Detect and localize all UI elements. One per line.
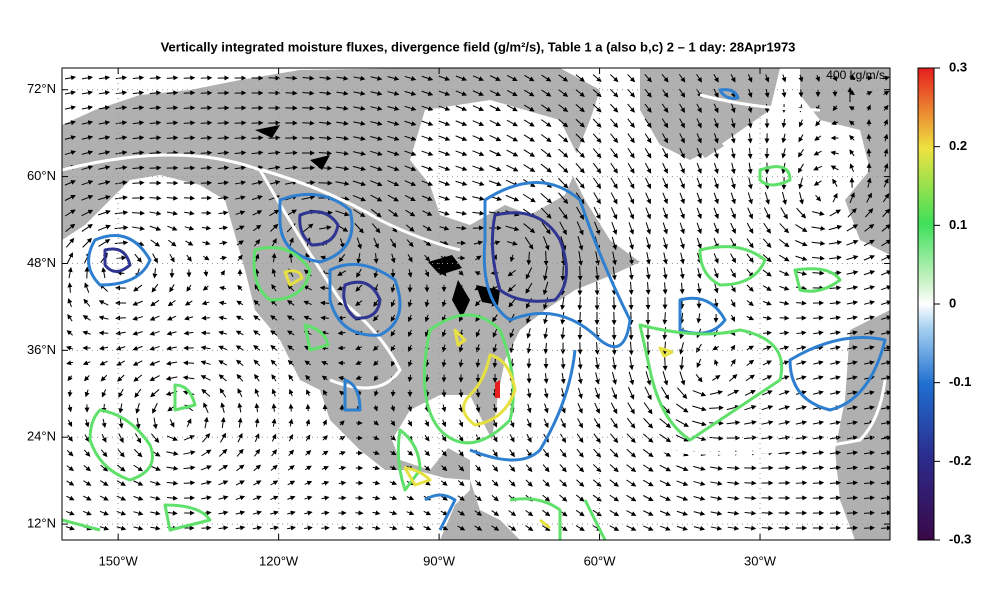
lon-tick-label: 30°W	[744, 553, 777, 568]
flux-arrow	[427, 375, 428, 382]
flux-arrow	[780, 318, 789, 319]
flux-arrow	[184, 93, 195, 94]
flux-arrow	[529, 373, 530, 382]
lon-tick-label: 150°W	[99, 553, 139, 568]
flux-arrow	[813, 498, 823, 499]
flux-arrow	[201, 528, 210, 529]
flux-arrow	[869, 149, 870, 156]
flux-arrow	[201, 123, 212, 124]
flux-arrow	[167, 153, 178, 154]
flux-arrow	[235, 123, 246, 124]
flux-arrow	[184, 108, 195, 109]
reference-vector-label: 400 kg/m/s	[826, 68, 885, 82]
flux-arrow	[268, 138, 279, 139]
lat-tick-label: 60°N	[27, 168, 56, 183]
colorbar-tick-label: -0.1	[949, 374, 971, 389]
flux-arrow	[285, 153, 297, 154]
flux-arrow	[201, 153, 212, 154]
flux-arrow	[339, 498, 346, 499]
flux-arrow	[762, 513, 773, 514]
lon-tick-label: 60°W	[584, 553, 617, 568]
flux-arrow	[201, 168, 211, 169]
flux-arrow	[184, 78, 194, 79]
flux-arrow	[796, 483, 807, 484]
flux-arrow	[184, 198, 194, 199]
flux-arrow	[184, 123, 195, 124]
flux-arrow	[864, 528, 874, 529]
flux-arrow	[184, 363, 194, 364]
flux-arrow	[218, 123, 229, 124]
lat-tick-label: 72°N	[27, 81, 56, 96]
colorbar	[918, 68, 934, 540]
flux-arrow	[184, 153, 195, 154]
flux-arrow	[580, 312, 581, 324]
flux-arrow	[319, 168, 332, 169]
colorbar-tick-label: 0.2	[949, 138, 967, 153]
lon-tick-label: 90°W	[423, 553, 456, 568]
lat-tick-label: 36°N	[27, 342, 56, 357]
flux-arrow	[70, 390, 71, 396]
flux-arrow	[150, 168, 161, 169]
flux-arrow	[302, 168, 314, 169]
flux-arrow	[597, 282, 598, 295]
flux-arrow	[563, 266, 564, 280]
colorbar-tick-label: -0.2	[949, 453, 971, 468]
flux-arrow	[321, 303, 329, 304]
lat-tick-label: 12°N	[27, 516, 56, 531]
flux-arrow	[184, 138, 195, 139]
flux-arrow	[444, 390, 445, 397]
lat-tick-label: 48°N	[27, 255, 56, 270]
flux-arrow	[355, 528, 362, 529]
flux-arrow	[149, 198, 160, 199]
flux-arrow	[202, 318, 210, 319]
colorbar-tick-label: 0	[949, 295, 956, 310]
lat-tick-label: 24°N	[27, 429, 56, 444]
flux-arrow	[291, 405, 292, 412]
flux-arrow	[201, 108, 212, 109]
flux-arrow	[580, 266, 581, 280]
flux-arrow	[847, 513, 857, 514]
flux-arrow	[763, 333, 771, 334]
flux-arrow	[321, 528, 328, 529]
flux-arrow	[285, 93, 296, 94]
colorbar-tick-label: 0.1	[949, 217, 967, 232]
flux-arrow	[201, 138, 212, 139]
flux-arrow	[580, 297, 581, 310]
flux-arrow	[302, 123, 313, 124]
flux-arrow	[830, 498, 840, 499]
flux-arrow	[563, 358, 564, 368]
lon-tick-label: 120°W	[259, 553, 299, 568]
flux-arrow	[881, 528, 891, 529]
flux-arrow	[132, 213, 144, 214]
colorbar-tick-label: 0.3	[949, 59, 967, 74]
flux-arrow	[116, 318, 126, 319]
flux-arrow	[167, 78, 177, 79]
chart-title: Vertically integrated moisture fluxes, d…	[161, 39, 796, 54]
flux-arrow	[286, 78, 297, 79]
map-area	[62, 68, 891, 540]
flux-arrow	[614, 327, 615, 339]
colorbar-tick-label: -0.3	[949, 531, 971, 546]
flux-arrow	[201, 183, 211, 184]
flux-arrow	[631, 297, 632, 309]
flux-arrow	[202, 333, 210, 334]
flux-arrow	[744, 483, 755, 484]
